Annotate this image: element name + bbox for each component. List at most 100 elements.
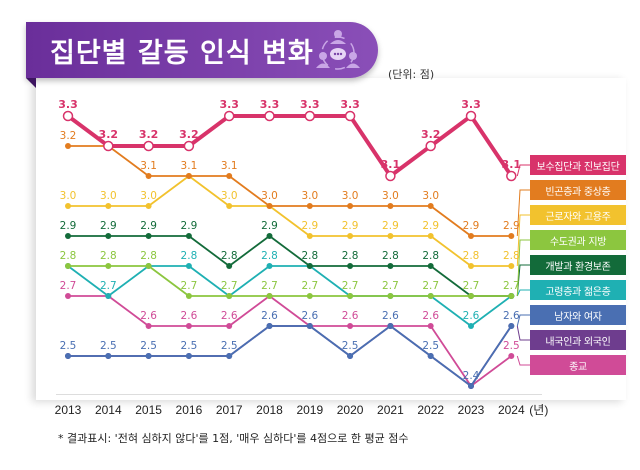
data-label: 3.0 (221, 190, 238, 202)
data-label: 2.5 (100, 340, 117, 352)
data-label: 2.6 (422, 310, 439, 322)
data-label: 2.8 (140, 250, 157, 262)
data-label: 2.7 (422, 280, 439, 292)
legend-item: 수도권과 지방 (530, 230, 626, 250)
data-point (103, 140, 114, 152)
data-label: 2.5 (60, 340, 77, 352)
legend-leader-line (516, 355, 530, 366)
legend-item: 고령층과 젊은층 (530, 280, 626, 300)
series-line (68, 175, 512, 267)
data-point (387, 233, 394, 239)
legend-item: 근로자와 고용주 (530, 205, 626, 225)
data-point (145, 203, 152, 209)
data-label: 3.0 (60, 190, 77, 202)
data-label: 3.0 (422, 190, 439, 202)
data-point (145, 173, 152, 179)
data-point (427, 233, 434, 239)
data-label: 3.0 (261, 190, 278, 202)
data-point (306, 293, 313, 299)
data-point (226, 203, 233, 209)
data-label: 2.7 (463, 280, 480, 292)
legend-item: 빈곤층과 중상층 (530, 180, 626, 200)
data-point (468, 233, 474, 239)
data-point (226, 263, 233, 269)
series-2 (65, 173, 530, 269)
data-point (266, 263, 273, 269)
series-line (68, 235, 512, 297)
data-label: 3.3 (461, 98, 481, 111)
data-point (183, 140, 195, 152)
data-point (65, 203, 71, 209)
data-point (468, 263, 474, 269)
data-point (385, 170, 396, 182)
data-label: 2.5 (181, 340, 198, 352)
series-1 (65, 143, 530, 239)
data-point (226, 323, 233, 329)
data-label: 3.1 (502, 158, 522, 171)
unit-label: (단위: 점) (388, 68, 435, 81)
data-label: 3.3 (340, 98, 360, 111)
data-point (427, 203, 434, 209)
data-label: 2.6 (463, 310, 480, 322)
data-point (185, 293, 192, 299)
page-title: 집단별 갈등 인식 변화 (50, 38, 314, 69)
data-label: 2.8 (60, 250, 77, 262)
data-label: 3.2 (421, 128, 441, 141)
data-point (347, 203, 354, 209)
data-point (347, 263, 354, 269)
series-3 (65, 239, 530, 299)
data-label: 2.8 (181, 250, 198, 262)
x-tick-label: 2013 (55, 403, 82, 417)
x-tick-label: 2019 (296, 403, 323, 417)
data-point (347, 323, 354, 329)
legend-leader-line (516, 214, 530, 267)
data-point (508, 293, 515, 299)
legend-leader-line (516, 289, 530, 297)
data-label: 3.1 (181, 160, 198, 172)
data-point (425, 140, 436, 152)
data-label: 2.8 (463, 250, 480, 262)
data-point (306, 203, 313, 209)
data-point (387, 203, 394, 209)
data-label: 2.5 (503, 340, 520, 352)
data-point (223, 110, 235, 122)
data-label: 2.8 (221, 250, 238, 262)
data-label: 3.3 (260, 98, 280, 111)
title-banner: 집단별 갈등 인식 변화 (26, 22, 378, 78)
legend-item: 남자와 여자 (530, 305, 626, 325)
data-label: 2.9 (342, 220, 359, 232)
data-label: 2.8 (382, 250, 399, 262)
data-point (145, 233, 152, 239)
data-point (105, 233, 112, 239)
data-label: 2.8 (261, 250, 278, 262)
data-label: 2.7 (301, 280, 318, 292)
data-label: 2.9 (100, 220, 117, 232)
series-line (66, 114, 513, 178)
data-point (145, 323, 152, 329)
series-line (68, 325, 513, 387)
data-point (465, 110, 477, 122)
legend-item: 보수집단과 진보집단 (530, 155, 626, 175)
data-label: 2.4 (463, 370, 480, 382)
data-point (185, 233, 192, 239)
data-label: 3.1 (381, 158, 401, 171)
data-point (105, 353, 112, 359)
people-speech-bubble-icon (316, 28, 360, 76)
data-label: 2.7 (342, 280, 359, 292)
data-point (266, 233, 273, 239)
data-point (387, 323, 394, 329)
data-label: 2.9 (140, 220, 157, 232)
data-point (508, 233, 515, 239)
data-point (65, 353, 71, 359)
data-point (427, 293, 434, 299)
data-label: 2.8 (503, 250, 520, 262)
data-point (145, 263, 152, 269)
data-label: 2.9 (422, 220, 439, 232)
banner-fold (26, 78, 36, 88)
data-point (344, 110, 356, 122)
data-label: 2.7 (60, 280, 77, 292)
data-label: 3.2 (179, 128, 199, 141)
data-point (226, 353, 233, 359)
data-label: 2.9 (181, 220, 198, 232)
data-point (65, 293, 71, 299)
